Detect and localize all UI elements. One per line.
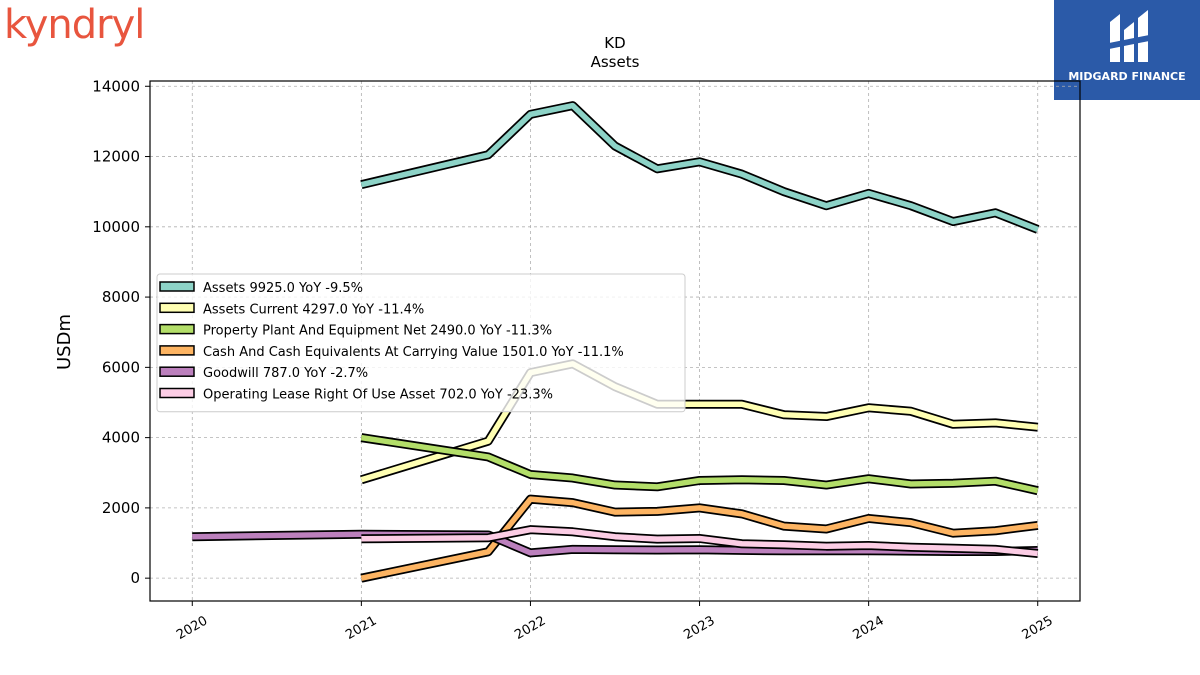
x-tick-label: 2023 <box>681 613 717 643</box>
legend-swatch-lease <box>159 387 195 399</box>
series-line-ppe <box>360 434 1039 494</box>
x-tick-label: 2024 <box>850 613 886 643</box>
y-tick-label: 8000 <box>102 288 140 306</box>
kyndryl-logo: kyndryl <box>4 2 145 48</box>
x-tick-label: 2021 <box>343 613 379 643</box>
kyndryl-logo-text: kyndryl <box>4 2 145 48</box>
midgard-finance-logo-text: MIDGARD FINANCE <box>1068 70 1186 83</box>
legend-entry-goodwill: Goodwill 787.0 YoY -2.7% <box>203 366 368 381</box>
legend-swatch-ppe <box>159 323 195 335</box>
y-tick-label: 10000 <box>92 218 140 236</box>
plot-frame <box>149 80 1081 602</box>
y-axis-label: USDm <box>54 314 75 370</box>
legend-box <box>156 273 686 413</box>
legend-swatch-assets <box>159 281 195 292</box>
chart-subtitle: Assets <box>591 53 640 71</box>
x-tick-label: 2025 <box>1020 613 1056 643</box>
legend-swatch-assets_current <box>159 302 195 314</box>
legend: Assets 9925.0 YoY -9.5% Assets Current 42… <box>156 273 686 413</box>
legend-swatch-cash <box>159 345 195 356</box>
y-tick-label: 14000 <box>92 77 140 95</box>
y-tick-label: 0 <box>130 569 140 587</box>
legend-entry-assets_current: Assets Current 4297.0 YoY -11.4% <box>203 302 424 317</box>
legend-entry-lease: Operating Lease Right Of Use Asset 702.0… <box>203 388 553 403</box>
legend-swatch-goodwill <box>159 366 195 377</box>
legend-entry-ppe: Property Plant And Equipment Net 2490.0 … <box>203 324 552 339</box>
series-line-cash <box>360 496 1039 581</box>
legend-entry-assets: Assets 9925.0 YoY -9.5% <box>203 281 363 296</box>
midgard-emblem-icon <box>1104 10 1154 62</box>
y-tick-label: 6000 <box>102 358 140 376</box>
y-tick-label: 4000 <box>102 429 140 447</box>
legend-entry-cash: Cash And Cash Equivalents At Carrying Va… <box>203 345 624 360</box>
y-tick-label: 12000 <box>92 148 140 166</box>
x-tick-label: 2022 <box>512 613 548 643</box>
series-line-assets <box>360 102 1039 233</box>
series-line-lease <box>361 526 1038 557</box>
midgard-finance-logo: MIDGARD FINANCE <box>1054 0 1200 100</box>
y-tick-label: 2000 <box>102 499 140 517</box>
series-lines <box>192 101 1040 583</box>
x-tick-label: 2020 <box>174 613 210 643</box>
chart-title: KD <box>604 34 625 52</box>
